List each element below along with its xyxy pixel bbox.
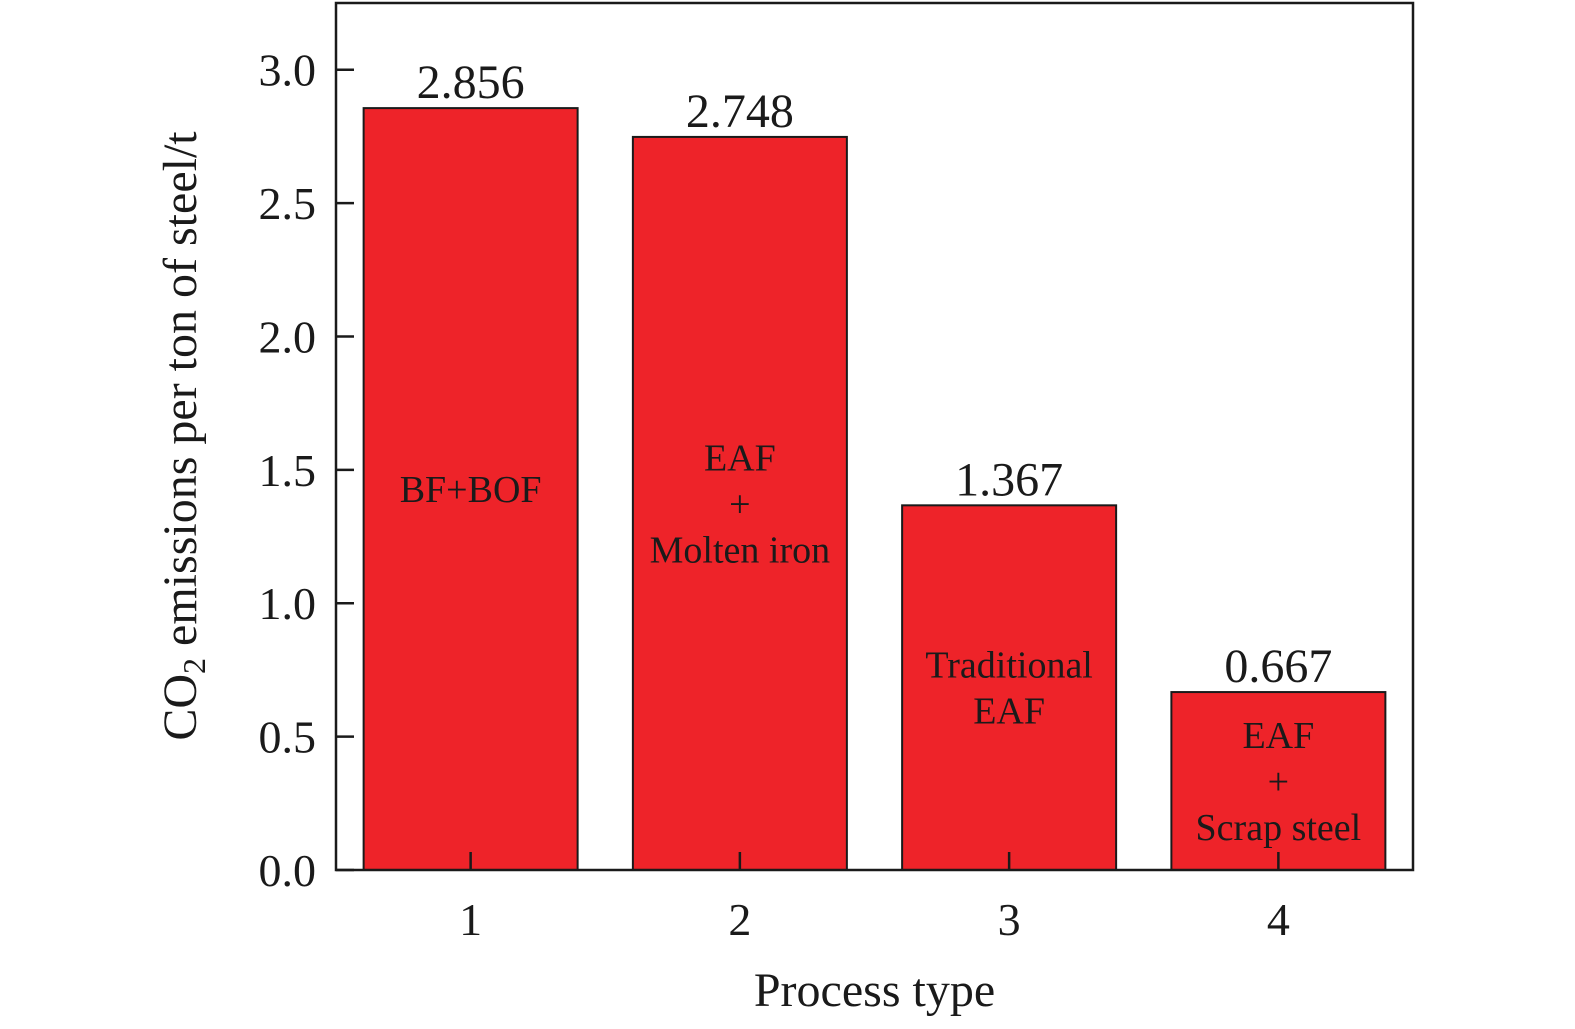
bars-group xyxy=(362,107,1387,872)
value-label-1: 2.856 xyxy=(417,56,525,109)
plot-frame xyxy=(334,1,1415,872)
x-axis-title: Process type xyxy=(754,964,995,1017)
bar-label-2-line-1: EAF xyxy=(704,437,776,479)
y-axis-title-subscript: 2 xyxy=(176,658,212,674)
bar-label-2-line-2: + xyxy=(729,483,750,525)
y-axis-title-rest: emissions per ton of steel/t xyxy=(154,131,207,658)
y-tick-label-0.5: 0.5 xyxy=(259,712,317,763)
bar-label-4-line-3: Scrap steel xyxy=(1196,807,1362,849)
y-tick-label-3.0: 3.0 xyxy=(259,45,317,96)
y-axis: 0.0 0.5 1.0 1.5 2.0 2.5 3.0 xyxy=(259,45,354,896)
y-axis-title: CO2 emissions per ton of steel/t xyxy=(154,131,212,741)
y-tick-label-2.0: 2.0 xyxy=(259,311,317,362)
bar-label-2-line-3: Molten iron xyxy=(650,529,830,571)
x-axis: 1 2 3 4 xyxy=(459,852,1290,945)
y-tick-label-1.0: 1.0 xyxy=(259,578,317,629)
bar-3 xyxy=(901,504,1118,871)
x-tick-label-1: 1 xyxy=(459,894,482,945)
y-axis-title-prefix: CO xyxy=(154,674,207,741)
x-tick-label-2: 2 xyxy=(728,894,751,945)
y-tick-label-2.5: 2.5 xyxy=(259,178,317,229)
x-tick-label-4: 4 xyxy=(1267,894,1290,945)
bar-2 xyxy=(631,135,848,871)
value-labels-group: 2.856 2.748 1.367 0.667 xyxy=(417,56,1333,693)
value-label-3: 1.367 xyxy=(955,453,1063,506)
bar-label-4-line-2: + xyxy=(1268,761,1289,803)
y-tick-label-1.5: 1.5 xyxy=(259,445,317,496)
value-label-2: 2.748 xyxy=(686,85,794,138)
bar-label-3-line-2: EAF xyxy=(973,691,1045,733)
bar-1 xyxy=(362,107,579,872)
bar-label-4-line-1: EAF xyxy=(1242,715,1314,757)
x-tick-label-3: 3 xyxy=(998,894,1021,945)
bar-label-1-line-1: BF+BOF xyxy=(400,469,542,511)
value-label-4: 0.667 xyxy=(1224,640,1332,693)
bar-label-3-line-1: Traditional xyxy=(925,645,1093,687)
y-tick-label-0.0: 0.0 xyxy=(259,845,317,896)
bar-4 xyxy=(1170,691,1387,872)
